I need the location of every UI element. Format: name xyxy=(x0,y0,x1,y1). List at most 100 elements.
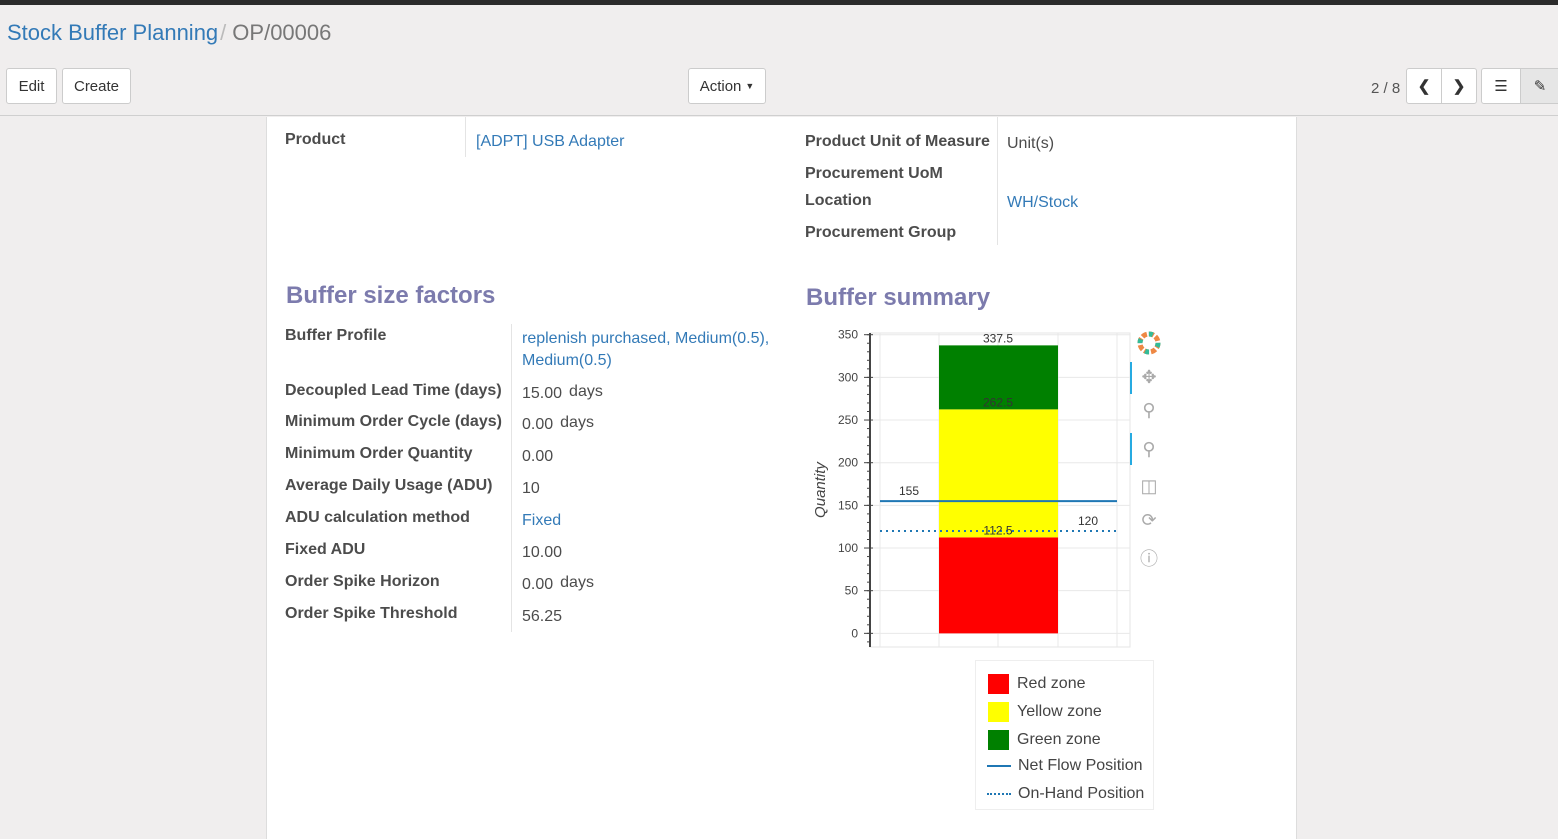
divider xyxy=(997,117,998,245)
factor-value-text: 10 xyxy=(522,480,540,497)
chart-legend: Red zone Yellow zone Green zone Net Flow… xyxy=(975,660,1154,810)
edit-button[interactable]: Edit xyxy=(6,68,57,104)
y-tick-label: 350 xyxy=(838,328,858,342)
factor-value: 0.00 days xyxy=(522,574,594,594)
factor-value: 15.00 days xyxy=(522,383,603,403)
factor-label: Minimum Order Quantity xyxy=(285,445,473,462)
factor-unit: days xyxy=(560,574,594,591)
zone-bar-red-zone xyxy=(939,537,1058,634)
factor-label: ADU calculation method xyxy=(285,509,470,526)
factor-value: 56.25 xyxy=(522,608,562,626)
factor-label: Average Daily Usage (ADU) xyxy=(285,477,493,494)
divider xyxy=(465,117,466,157)
save-tool-icon[interactable]: ◫ xyxy=(1140,476,1158,496)
y-tick-label: 0 xyxy=(851,626,858,640)
location-label: Location xyxy=(805,192,872,209)
zone-bar-green-zone xyxy=(939,345,1058,410)
action-dropdown[interactable]: Action ▼ xyxy=(688,68,766,104)
breadcrumb: Stock Buffer Planning/OP/00006 xyxy=(7,20,332,45)
control-panel: Stock Buffer Planning/OP/00006 Edit Crea… xyxy=(0,5,1558,116)
legend-item-red: Red zone xyxy=(988,674,1086,694)
box-zoom-tool-icon[interactable]: ⚲ xyxy=(1142,400,1156,420)
factor-label: Decoupled Lead Time (days) xyxy=(285,382,502,399)
reset-tool-icon[interactable]: ⟳ xyxy=(1141,510,1157,530)
factor-unit: days xyxy=(569,383,603,400)
pan-tool-icon[interactable]: ✥ xyxy=(1141,367,1157,387)
breadcrumb-parent-link[interactable]: Stock Buffer Planning xyxy=(7,20,219,45)
buffer-size-factors-title: Buffer size factors xyxy=(286,282,496,309)
legend-swatch xyxy=(988,730,1009,750)
help-tool-icon[interactable]: ⓘ xyxy=(1140,549,1158,569)
factor-value[interactable]: Fixed xyxy=(522,512,561,530)
chevron-right-icon: ❯ xyxy=(1452,78,1466,95)
factor-value-text: 56.25 xyxy=(522,608,563,625)
factor-value: 0.00 xyxy=(522,448,553,466)
factor-value[interactable]: replenish purchased, Medium(0.5), Medium… xyxy=(522,328,777,372)
divider xyxy=(511,324,512,632)
edit-form-icon: ✎ xyxy=(1533,78,1547,95)
bokeh-logo-icon[interactable] xyxy=(1137,331,1161,355)
y-tick-label: 50 xyxy=(845,584,859,598)
factor-value-text: Fixed xyxy=(522,512,562,529)
factor-value-text: replenish purchased, Medium(0.5), Medium… xyxy=(522,330,770,369)
legend-line xyxy=(987,765,1011,767)
factor-label: Buffer Profile xyxy=(285,327,387,344)
zone-bar-yellow-zone xyxy=(939,409,1058,538)
list-view-button[interactable]: ☰ xyxy=(1481,68,1521,104)
product-link[interactable]: [ADPT] USB Adapter xyxy=(476,133,625,150)
factor-label: Order Spike Threshold xyxy=(285,605,458,622)
location-link[interactable]: WH/Stock xyxy=(1007,194,1079,211)
form-view-button[interactable]: ✎ xyxy=(1520,68,1558,104)
legend-item-on-hand: On-Hand Position xyxy=(987,785,1145,803)
breadcrumb-current: OP/00006 xyxy=(232,20,332,45)
factor-value-text: 0.00 xyxy=(522,416,554,433)
factor-value-text: 15.00 xyxy=(522,385,563,402)
uom-value: Unit(s) xyxy=(1007,135,1055,152)
legend-line xyxy=(987,793,1011,795)
bar-label: 337.5 xyxy=(983,331,1013,345)
legend-label: Red zone xyxy=(1017,675,1086,692)
legend-label: On-Hand Position xyxy=(1018,785,1145,802)
legend-label: Green zone xyxy=(1017,731,1101,748)
list-icon: ☰ xyxy=(1494,78,1508,95)
y-tick-label: 300 xyxy=(838,370,858,384)
y-tick-label: 150 xyxy=(838,498,858,512)
legend-item-green: Green zone xyxy=(988,730,1101,750)
bar-label: 112.5 xyxy=(983,523,1012,537)
legend-swatch xyxy=(988,674,1009,694)
factor-value-text: 0.00 xyxy=(522,448,554,465)
legend-item-yellow: Yellow zone xyxy=(988,702,1102,722)
factor-label: Fixed ADU xyxy=(285,541,366,558)
y-tick-label: 250 xyxy=(838,413,858,427)
next-record-button[interactable]: ❯ xyxy=(1441,68,1477,104)
legend-item-net-flow: Net Flow Position xyxy=(987,757,1143,775)
procurement-group-label: Procurement Group xyxy=(805,224,957,241)
chevron-left-icon: ❮ xyxy=(1417,78,1431,95)
y-tick-label: 200 xyxy=(838,456,858,470)
y-axis-label: Quantity xyxy=(812,461,829,518)
factor-label: Minimum Order Cycle (days) xyxy=(285,413,502,430)
previous-record-button[interactable]: ❮ xyxy=(1406,68,1442,104)
caret-down-icon: ▼ xyxy=(745,81,755,91)
buffer-summary-title: Buffer summary xyxy=(806,284,991,311)
factor-value-text: 10.00 xyxy=(522,544,563,561)
factor-value-text: 0.00 xyxy=(522,576,554,593)
line-label: 120 xyxy=(1078,514,1098,528)
bar-label: 262.5 xyxy=(983,395,1013,409)
line-label: 155 xyxy=(899,484,919,498)
factor-unit: days xyxy=(560,414,594,431)
create-button[interactable]: Create xyxy=(62,68,131,104)
procurement-uom-label: Procurement UoM xyxy=(805,165,943,182)
factor-value: 0.00 days xyxy=(522,414,594,434)
legend-label: Net Flow Position xyxy=(1018,757,1143,774)
pager-value: 2 / 8 xyxy=(1371,80,1401,97)
action-label: Action xyxy=(699,77,742,95)
y-tick-label: 100 xyxy=(838,541,858,555)
wheel-zoom-tool-icon[interactable]: ⚲ xyxy=(1142,439,1156,459)
product-label: Product xyxy=(285,131,346,148)
uom-label: Product Unit of Measure xyxy=(805,133,990,150)
legend-swatch xyxy=(988,702,1009,722)
top-bar xyxy=(0,0,1558,5)
factor-value: 10.00 xyxy=(522,544,562,562)
legend-label: Yellow zone xyxy=(1017,703,1102,720)
